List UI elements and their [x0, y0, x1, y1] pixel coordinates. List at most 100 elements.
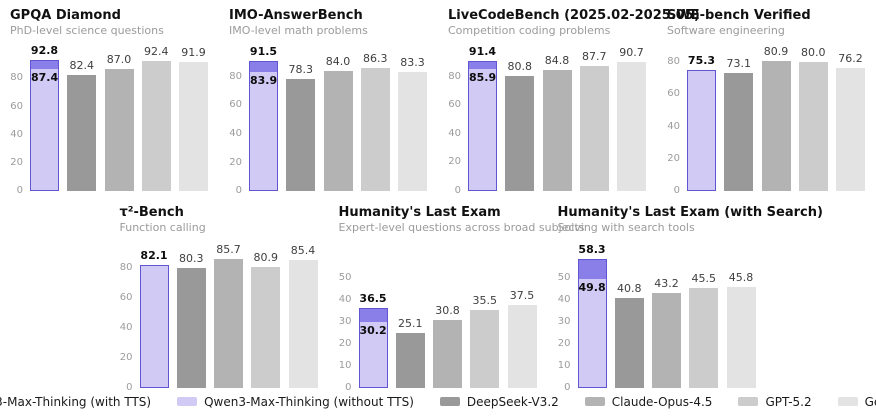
- y-tick-label: 0: [126, 382, 133, 393]
- bar-value-label: 80.8: [507, 59, 533, 73]
- chart-title: IMO-AnswerBench: [229, 8, 363, 23]
- y-tick-label: 60: [229, 99, 242, 111]
- legend-swatch: [177, 397, 198, 406]
- chart-title: Humanity's Last Exam (with Search): [557, 205, 823, 220]
- bar-qwen3-max-thinking-with-tts: 49.8: [577, 259, 607, 388]
- chart-title: τ²-Bench: [119, 205, 184, 220]
- legend-item-gpt-5-2: GPT-5.2: [738, 394, 812, 409]
- y-tick-label: 60: [667, 88, 680, 100]
- y-tick-label: 10: [338, 359, 352, 371]
- bar-claude-opus-4-5: [433, 320, 462, 388]
- bar-value-label: 91.4: [468, 44, 497, 58]
- bar-qwen3-max-thinking-without-tts: [139, 264, 169, 388]
- bar-segment-with-tts: [359, 308, 387, 323]
- legend-item-qwen3-max-thinking-without-tts: Qwen3-Max-Thinking (without TTS): [177, 395, 414, 409]
- chart-row-top: GPQA Diamond PhD-level science questions 0…: [0, 0, 876, 196]
- y-tick-label: 40: [10, 128, 23, 140]
- chart-plot: 0 10 20 30 40 50 30.2 36.5 25.1 30.8 35.5 37.5: [339, 253, 537, 393]
- chart-title: SWE-bench Verified: [667, 8, 811, 23]
- bar-value-label: 80.9: [763, 44, 789, 58]
- bar-gpt-5-2: [579, 65, 609, 191]
- chart-subtitle: Software engineering: [667, 24, 785, 37]
- bar-gemini-3-pro: [288, 259, 318, 388]
- y-tick-label: 20: [10, 156, 23, 168]
- legend-swatch: [837, 397, 858, 406]
- y-tick-label: 10: [557, 359, 571, 371]
- chart-title: LiveCodeBench (2025.02-2025.05): [448, 8, 700, 23]
- chart-gpqa-diamond: GPQA Diamond PhD-level science questions 0…: [0, 0, 219, 196]
- bar-qwen3-max-thinking-with-tts: 85.9: [468, 60, 497, 191]
- legend-label: Claude-Opus-4.5: [611, 394, 713, 409]
- chart-plot: 0 20 40 60 80 82.1 80.3 85.7 80.9 85.4: [120, 243, 318, 393]
- legend: Qwen3-Max-Thinking (with TTS) Qwen3-Max-T…: [0, 385, 876, 418]
- bar-value-label: 40.8: [617, 282, 642, 295]
- y-tick-label: 40: [667, 120, 680, 132]
- y-tick-label: 20: [229, 156, 242, 168]
- y-tick-label: 80: [667, 56, 680, 68]
- bar-gemini-3-pro: [836, 68, 865, 191]
- bar-value-label: 87.7: [582, 49, 607, 63]
- bar-value-label: 92.8: [30, 44, 59, 58]
- chart-tau2-bench: τ²-Bench Function calling 0 20 40 60 80 82.1 80.…: [110, 195, 329, 393]
- legend-label: Qwen3-Max-Thinking (with TTS): [0, 394, 152, 409]
- bar-gemini-3-pro: [617, 61, 646, 191]
- bar-segment-with-tts: [469, 61, 496, 70]
- bar-value-label: 73.1: [726, 57, 752, 71]
- legend-item-gemini-3-pro: Gemini-3 Pro: [837, 395, 876, 409]
- y-tick-label: 0: [673, 185, 680, 196]
- bar-value-label: 45.8: [728, 270, 754, 284]
- y-tick-label: 60: [119, 292, 133, 303]
- y-tick-label: 50: [557, 271, 571, 283]
- y-tick-label: 60: [448, 99, 461, 111]
- bar-value-label: 30.8: [435, 304, 460, 318]
- y-tick-label: 0: [235, 185, 242, 196]
- y-tick-label: 80: [119, 262, 133, 273]
- bar-qwen3-max-thinking-without-tts: [687, 69, 716, 191]
- bar-value-label-without-tts: 87.4: [31, 71, 59, 85]
- bar-claude-opus-4-5: [761, 60, 791, 191]
- legend-swatch: [584, 397, 605, 406]
- y-tick-label: 0: [454, 185, 461, 196]
- bar-qwen3-max-thinking-with-tts: 83.9: [249, 60, 278, 191]
- chart-subtitle: Expert-level questions across broad subj…: [338, 221, 585, 234]
- y-tick-label: 40: [119, 322, 133, 333]
- y-tick-label: 40: [448, 127, 461, 139]
- chart-swe-bench-verified: SWE-bench Verified Software engineering 0 2…: [657, 0, 876, 196]
- bar-value-label: 91.9: [181, 45, 206, 59]
- bar-value-label-without-tts: 30.2: [359, 324, 387, 338]
- chart-plot: 0 20 40 60 80 75.3 73.1 80.9 80.0 76.2: [667, 45, 865, 196]
- bar-gpt-5-2: [798, 62, 828, 191]
- bar-value-label: 75.3: [687, 53, 716, 67]
- y-tick-label: 20: [448, 156, 461, 168]
- bar-value-label: 80.0: [801, 46, 826, 60]
- bar-gemini-3-pro: [398, 72, 427, 191]
- y-tick-label: 80: [229, 70, 242, 82]
- bar-value-label: 87.0: [106, 52, 132, 66]
- y-tick-label: 60: [10, 100, 23, 112]
- bar-gemini-3-pro: [179, 61, 208, 191]
- chart-subtitle: IMO-level math problems: [229, 24, 368, 37]
- bar-value-label: 82.1: [140, 248, 168, 262]
- y-tick-label: 0: [345, 382, 352, 393]
- bar-value-label: 45.5: [691, 271, 717, 285]
- chart-subtitle: PhD-level science questions: [10, 24, 164, 37]
- chart-plot: 0 20 40 60 80 83.9 91.5 78.3 84.0 86.3 83.3: [229, 45, 427, 196]
- y-tick-label: 40: [229, 127, 242, 139]
- bar-value-label: 80.9: [253, 250, 279, 264]
- y-tick-label: 20: [119, 352, 133, 363]
- bar-value-label: 83.3: [400, 56, 425, 70]
- bar-value-label: 78.3: [288, 63, 314, 77]
- bar-value-label: 92.4: [144, 45, 169, 59]
- bar-gpt-5-2: [689, 287, 719, 388]
- y-tick-label: 20: [338, 337, 352, 349]
- chart-subtitle: Competition coding problems: [448, 24, 611, 37]
- bar-gpt-5-2: [360, 67, 390, 191]
- chart-plot: 0 20 40 60 80 85.9 91.4 80.8 84.8 87.7 90.7: [448, 45, 646, 196]
- bar-value-label: 91.5: [249, 44, 278, 58]
- legend-label: GPT-5.2: [765, 394, 812, 409]
- chart-plot: 0 10 20 30 40 50 49.8 58.3 40.8 43.2 45.5 45.8: [558, 243, 756, 393]
- bar-deepseek-v3-2: [395, 332, 425, 388]
- legend-label: Qwen3-Max-Thinking (without TTS): [204, 394, 414, 409]
- legend-label: DeepSeek-V3.2: [466, 394, 559, 409]
